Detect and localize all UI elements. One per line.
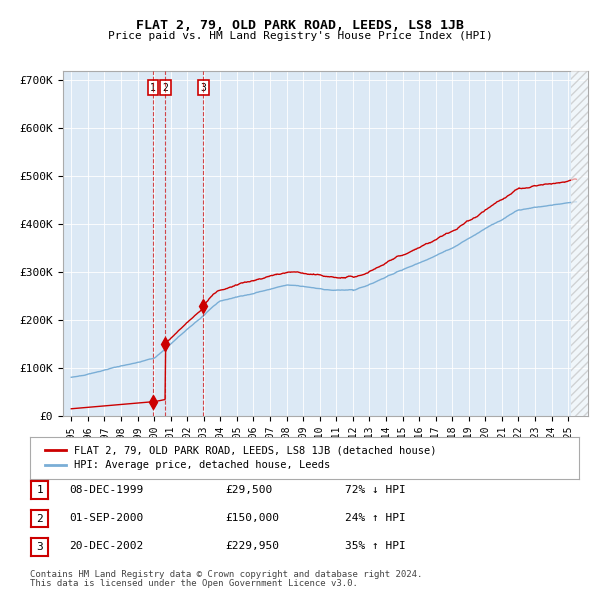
Text: 1: 1 [150,83,156,93]
Text: 2: 2 [36,514,43,523]
Text: 35% ↑ HPI: 35% ↑ HPI [345,542,406,551]
Text: £29,500: £29,500 [225,485,272,494]
Text: FLAT 2, 79, OLD PARK ROAD, LEEDS, LS8 1JB: FLAT 2, 79, OLD PARK ROAD, LEEDS, LS8 1J… [136,19,464,32]
Text: 72% ↓ HPI: 72% ↓ HPI [345,485,406,494]
Text: 1: 1 [36,486,43,495]
Text: 2: 2 [162,83,168,93]
Text: Contains HM Land Registry data © Crown copyright and database right 2024.: Contains HM Land Registry data © Crown c… [30,570,422,579]
Text: 3: 3 [200,83,206,93]
Text: £229,950: £229,950 [225,542,279,551]
Text: 20-DEC-2002: 20-DEC-2002 [69,542,143,551]
Text: Price paid vs. HM Land Registry's House Price Index (HPI): Price paid vs. HM Land Registry's House … [107,31,493,41]
Text: 24% ↑ HPI: 24% ↑ HPI [345,513,406,523]
Text: 3: 3 [36,542,43,552]
Text: 08-DEC-1999: 08-DEC-1999 [69,485,143,494]
Polygon shape [571,71,588,416]
Text: This data is licensed under the Open Government Licence v3.0.: This data is licensed under the Open Gov… [30,579,358,588]
Text: 01-SEP-2000: 01-SEP-2000 [69,513,143,523]
Text: £150,000: £150,000 [225,513,279,523]
Legend: FLAT 2, 79, OLD PARK ROAD, LEEDS, LS8 1JB (detached house), HPI: Average price, : FLAT 2, 79, OLD PARK ROAD, LEEDS, LS8 1J… [41,441,440,474]
